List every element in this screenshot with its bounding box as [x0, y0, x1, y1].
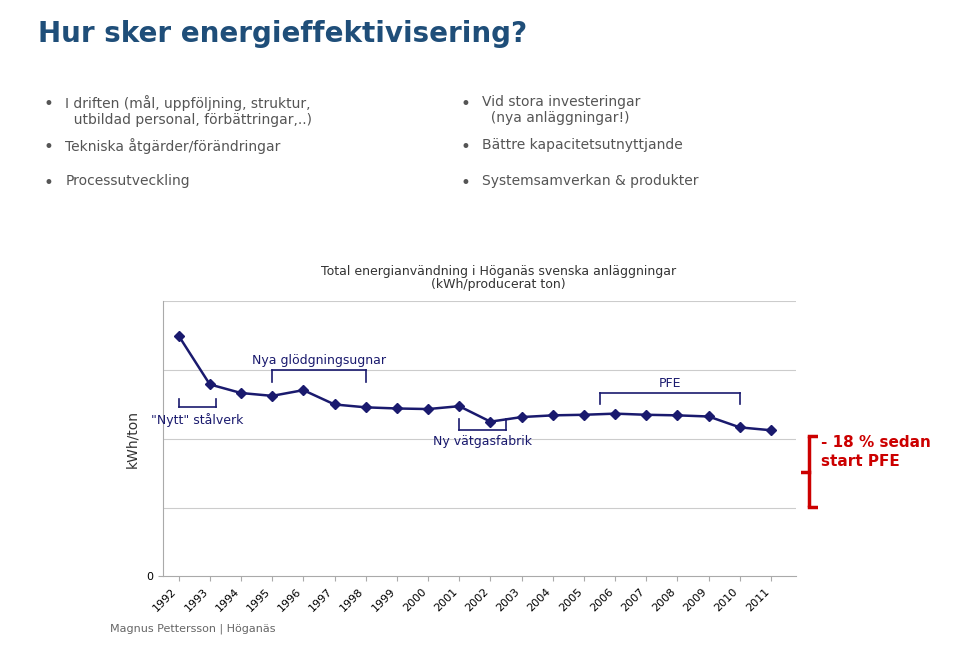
Text: Magnus Pettersson | Höganäs: Magnus Pettersson | Höganäs: [110, 624, 276, 634]
Text: •: •: [43, 138, 53, 155]
Wedge shape: [873, 0, 903, 229]
Text: I driften (mål, uppföljning, struktur,
  utbildad personal, förbättringar,..): I driften (mål, uppföljning, struktur, u…: [65, 95, 313, 127]
Text: Hur sker energieffektivisering?: Hur sker energieffektivisering?: [38, 20, 527, 48]
Text: Ny vätgasfabrik: Ny vätgasfabrik: [433, 435, 532, 448]
Text: Total energianvändning i Höganäs svenska anläggningar: Total energianvändning i Höganäs svenska…: [321, 265, 676, 278]
Text: PFE: PFE: [659, 377, 681, 390]
Text: - 18 % sedan: - 18 % sedan: [821, 435, 931, 449]
Text: Processutveckling: Processutveckling: [65, 174, 190, 187]
Text: •: •: [460, 138, 470, 155]
Text: L: L: [70, 618, 82, 637]
Text: Tekniska åtgärder/förändringar: Tekniska åtgärder/förändringar: [65, 138, 281, 153]
Y-axis label: kWh/ton: kWh/ton: [126, 410, 139, 468]
Text: Nya glödgningsugnar: Nya glödgningsugnar: [252, 354, 386, 367]
Text: Vid stora investeringar
  (nya anläggningar!): Vid stora investeringar (nya anläggninga…: [482, 95, 641, 125]
Text: •: •: [43, 95, 53, 113]
Text: •: •: [43, 174, 53, 191]
Text: (kWh/producerat ton): (kWh/producerat ton): [432, 278, 566, 291]
Text: Systemsamverkan & produkter: Systemsamverkan & produkter: [482, 174, 699, 187]
Text: Bättre kapacitetsutnyttjande: Bättre kapacitetsutnyttjande: [482, 138, 683, 151]
Text: •: •: [460, 174, 470, 191]
Text: start PFE: start PFE: [821, 455, 900, 469]
Text: •: •: [460, 95, 470, 113]
Text: J: J: [50, 618, 57, 637]
Text: "Nytt" stålverk: "Nytt" stålverk: [152, 413, 244, 427]
